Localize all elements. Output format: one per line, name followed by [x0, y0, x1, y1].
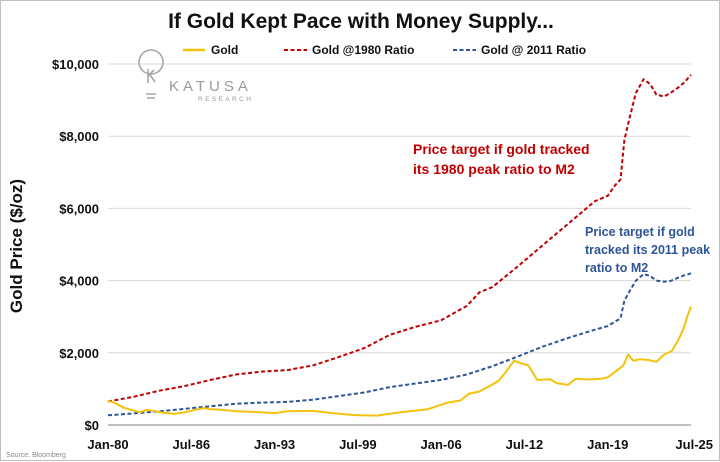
- y-tick-label: $6,000: [59, 201, 99, 216]
- x-tick-label: Jan-06: [421, 437, 462, 452]
- legend-label-gold-1980-ratio: Gold @1980 Ratio: [312, 43, 414, 57]
- x-tick-label: Jan-80: [87, 437, 128, 452]
- annotation-2011-line-1: Price target if gold: [585, 225, 695, 239]
- gridlines: [108, 63, 691, 354]
- x-tick-label: Jul-86: [172, 437, 210, 452]
- legend: Gold Gold @1980 Ratio Gold @ 2011 Ratio: [183, 43, 586, 57]
- series-line-gold: [107, 306, 692, 417]
- annotation-2011-ratio: Price target if gold tracked its 2011 pe…: [585, 225, 714, 275]
- legend-label-gold-2011-ratio: Gold @ 2011 Ratio: [481, 43, 586, 57]
- katusa-research-logo: KATUSA RESEARCH: [138, 49, 253, 103]
- logo-wordmark: KATUSA: [169, 78, 252, 95]
- x-tick-label: Jan-19: [587, 437, 628, 452]
- y-tick-label: $0: [85, 418, 99, 433]
- annotation-1980-ratio: Price target if gold tracked its 1980 pe…: [413, 141, 594, 177]
- x-tick-label: Jul-12: [506, 437, 544, 452]
- series-line-gold-2011-ratio: [107, 272, 692, 417]
- annotation-2011-line-2: tracked its 2011 peak: [585, 243, 710, 257]
- x-tick-label: Jul-25: [675, 437, 713, 452]
- annotation-2011-line-3: ratio to M2: [585, 261, 648, 275]
- annotation-1980-line-1: Price target if gold tracked: [413, 141, 590, 157]
- y-tick-label: $4,000: [59, 274, 99, 289]
- x-tick-label: Jul-99: [339, 437, 377, 452]
- chart-title: If Gold Kept Pace with Money Supply...: [168, 10, 554, 33]
- logo-subtitle: RESEARCH: [198, 96, 253, 103]
- series-line-gold-1980-ratio: [107, 74, 692, 403]
- y-tick-label: $2,000: [59, 346, 99, 361]
- source-note: Source: Bloomberg: [6, 452, 66, 459]
- lightbulb-k-icon: [138, 49, 164, 99]
- y-tick-label: $8,000: [59, 129, 99, 144]
- series-layer: [107, 74, 692, 417]
- y-axis-label: Gold Price ($/oz): [7, 179, 26, 313]
- annotation-1980-line-2: its 1980 peak ratio to M2: [413, 161, 575, 177]
- x-tick-labels: Jan-80 Jul-86 Jan-93 Jul-99 Jan-06 Jul-12 Jan-…: [87, 437, 713, 452]
- legend-label-gold: Gold: [211, 43, 238, 57]
- y-tick-label: $10,000: [52, 57, 99, 72]
- x-tick-label: Jan-93: [254, 437, 295, 452]
- y-tick-labels: $0 $2,000 $4,000 $6,000 $8,000 $10,000: [52, 57, 99, 433]
